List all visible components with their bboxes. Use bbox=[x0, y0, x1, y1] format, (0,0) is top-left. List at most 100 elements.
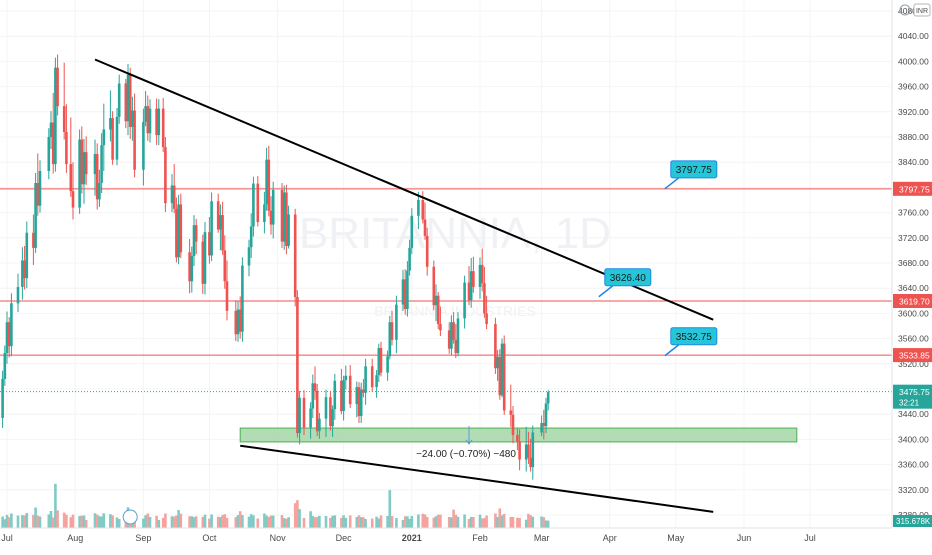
volume-bar bbox=[282, 518, 286, 528]
price-tick-label: 3400.00 bbox=[898, 434, 929, 444]
volume-bar bbox=[32, 514, 35, 528]
candle-body bbox=[296, 297, 299, 434]
volume-bar bbox=[454, 514, 458, 528]
volume-bar bbox=[267, 516, 271, 528]
currency-badge[interactable] bbox=[913, 3, 931, 17]
volume-bar bbox=[456, 516, 460, 528]
volume-bar bbox=[192, 517, 196, 528]
volume-bar bbox=[417, 514, 420, 528]
candle-body bbox=[133, 110, 136, 170]
volume-bar bbox=[188, 516, 191, 528]
volume-bar bbox=[98, 516, 101, 528]
volume-bar bbox=[496, 516, 499, 528]
candle-body bbox=[5, 322, 9, 354]
candle-body bbox=[447, 330, 451, 349]
candle-body bbox=[109, 118, 112, 130]
candle-body bbox=[386, 356, 389, 373]
candle-body bbox=[309, 408, 312, 428]
candle-body bbox=[331, 409, 334, 427]
price-tick-label: 3960.00 bbox=[898, 82, 929, 92]
candle-body bbox=[252, 183, 255, 227]
candle-body bbox=[436, 295, 440, 325]
volume-bar bbox=[313, 517, 317, 528]
volume-bar bbox=[225, 517, 229, 528]
symbol-watermark: BRITANNIA, 1D bbox=[299, 209, 611, 258]
volume-bar bbox=[56, 510, 59, 528]
volume-bar bbox=[238, 511, 242, 528]
candle-body bbox=[408, 247, 411, 271]
trendline[interactable] bbox=[240, 444, 714, 513]
candle-body bbox=[313, 383, 317, 391]
candle-body bbox=[434, 295, 438, 306]
volume-bar bbox=[144, 515, 147, 528]
date-tick-label: Mar bbox=[534, 533, 550, 543]
candle-body bbox=[379, 348, 383, 373]
volume-bar bbox=[359, 517, 363, 528]
candle-body bbox=[208, 232, 211, 256]
price-tick-label: 4040.00 bbox=[898, 31, 929, 41]
volume-bar bbox=[511, 516, 515, 528]
volume-bar bbox=[100, 516, 103, 528]
measurement-label: −24.00 (−0.70%) −480 bbox=[416, 449, 516, 460]
candle-body bbox=[271, 189, 275, 225]
volume-bar bbox=[450, 517, 453, 528]
volume-tag bbox=[893, 515, 932, 527]
volume-bar bbox=[269, 515, 273, 528]
volume-bar bbox=[5, 514, 9, 528]
candle-body bbox=[236, 309, 240, 335]
candle-body bbox=[249, 226, 253, 248]
volume-bar bbox=[170, 516, 174, 528]
volume-bar bbox=[355, 516, 359, 528]
candle-body bbox=[287, 214, 290, 246]
candle-body bbox=[500, 343, 504, 396]
candle-body bbox=[544, 403, 548, 427]
callout-label: 3626.40 bbox=[610, 273, 647, 284]
volume-bar bbox=[518, 518, 521, 528]
candle-body bbox=[95, 154, 99, 200]
volume-bar bbox=[49, 510, 53, 528]
candle-body bbox=[509, 410, 513, 415]
price-tick-label: 3360.00 bbox=[898, 460, 929, 470]
candle-body bbox=[170, 185, 174, 204]
callout-box[interactable] bbox=[670, 327, 718, 346]
candle-body bbox=[425, 235, 429, 267]
volume-bar bbox=[463, 514, 466, 528]
candle-body bbox=[359, 389, 363, 417]
dividend-marker-icon[interactable] bbox=[122, 509, 138, 525]
candle-body bbox=[472, 271, 475, 287]
candle-body bbox=[293, 214, 297, 298]
candle-body bbox=[263, 204, 266, 223]
candle-body bbox=[375, 375, 378, 388]
candle-body bbox=[285, 192, 288, 246]
volume-bar bbox=[71, 514, 75, 528]
volume-bar bbox=[329, 517, 332, 528]
volume-bar bbox=[531, 516, 535, 528]
volume-bar bbox=[80, 515, 84, 528]
candle-body bbox=[49, 122, 53, 137]
volume-bar bbox=[65, 514, 68, 528]
date-tick-label: Jul bbox=[804, 533, 816, 543]
candle-body bbox=[175, 208, 178, 258]
volume-bar bbox=[357, 515, 361, 528]
candle-body bbox=[10, 303, 13, 347]
price-tick-label: 3520.00 bbox=[898, 359, 929, 369]
candle-body bbox=[192, 225, 196, 257]
candle-body bbox=[511, 414, 515, 435]
callout-box[interactable] bbox=[670, 160, 718, 179]
candle-body bbox=[131, 110, 134, 127]
callout-box[interactable] bbox=[604, 268, 652, 287]
volume-bar bbox=[410, 516, 414, 528]
candle-body bbox=[102, 129, 106, 146]
candle-body bbox=[234, 310, 238, 335]
date-tick-label: Feb bbox=[472, 533, 488, 543]
candle-body bbox=[401, 279, 405, 305]
volume-bar bbox=[388, 490, 392, 528]
candle-body bbox=[496, 356, 499, 369]
candle-body bbox=[463, 282, 466, 319]
candle-body bbox=[529, 457, 532, 468]
volume-bar bbox=[54, 483, 57, 528]
volume-bar bbox=[401, 519, 405, 528]
date-tick-label: Oct bbox=[202, 533, 217, 543]
gear-icon[interactable] bbox=[899, 4, 911, 16]
